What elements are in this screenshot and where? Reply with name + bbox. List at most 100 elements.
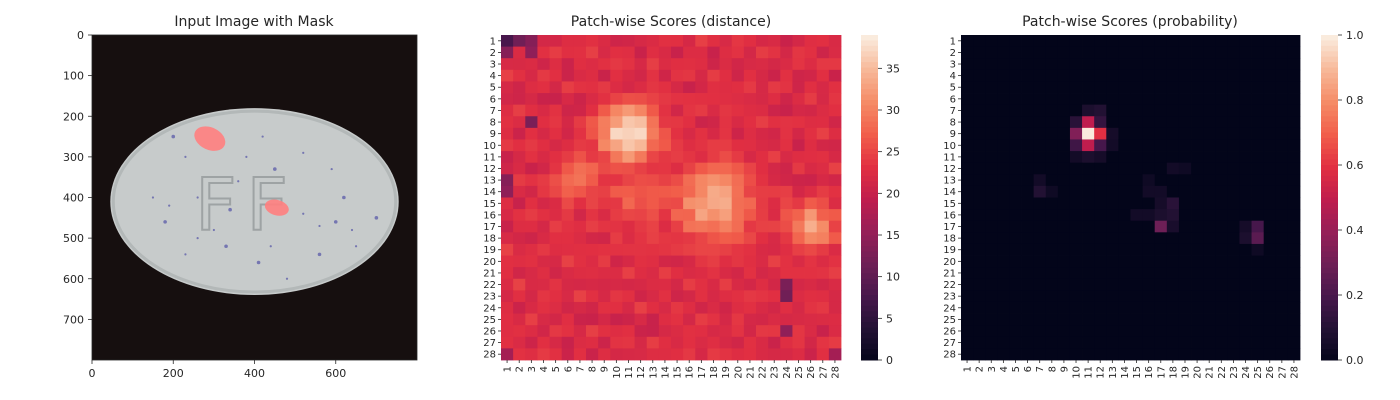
heatmap-cell xyxy=(634,325,648,338)
heatmap-cell xyxy=(731,243,745,256)
heatmap-cell xyxy=(525,197,538,210)
heatmap-cell xyxy=(1021,185,1035,198)
heatmap-cell xyxy=(1287,35,1301,48)
heatmap-cell xyxy=(598,278,611,291)
heatmap-cell xyxy=(731,278,745,291)
heatmap-cell xyxy=(1082,348,1095,361)
heatmap-cell xyxy=(513,162,526,175)
heatmap-cell xyxy=(1021,336,1035,349)
heatmap-cell xyxy=(537,93,550,106)
heatmap-cell xyxy=(1130,127,1144,140)
heatmap-cell xyxy=(573,58,587,71)
heatmap-cell xyxy=(1275,290,1289,303)
heatmap-cell xyxy=(707,336,720,349)
heatmap-cell xyxy=(695,255,708,268)
heatmap-cell xyxy=(1021,116,1035,129)
heatmap-cell xyxy=(973,69,986,82)
heatmap-cell xyxy=(1263,116,1277,129)
x-tick-label: 15 xyxy=(673,366,684,379)
heatmap-cell xyxy=(598,127,611,140)
heatmap-cell xyxy=(1178,301,1192,314)
heatmap-cell xyxy=(997,93,1010,106)
heatmap-cell xyxy=(1215,301,1228,314)
heatmap-cell xyxy=(1057,58,1071,71)
speckle xyxy=(330,167,333,171)
heatmap-cell xyxy=(780,209,793,222)
heatmap-cell xyxy=(1118,325,1131,338)
y-tick-label: 22 xyxy=(943,280,956,291)
heatmap-cell xyxy=(804,174,818,187)
colorbar-segment xyxy=(861,240,878,247)
colorbar-tick-label: 10 xyxy=(886,271,900,284)
heatmap-cell xyxy=(973,232,986,245)
heatmap-cell xyxy=(1287,46,1301,59)
heatmap-cell xyxy=(1191,127,1204,140)
heatmap-cell xyxy=(1166,267,1180,280)
heatmap-cell xyxy=(1118,174,1131,187)
heatmap-cell xyxy=(731,301,745,314)
heatmap-cell xyxy=(622,255,635,268)
heatmap-cell xyxy=(1203,325,1216,338)
heatmap-cell xyxy=(598,35,611,48)
heatmap-cell xyxy=(1178,46,1192,59)
heatmap-cell xyxy=(1287,290,1301,303)
heatmap-cell xyxy=(743,197,757,210)
colorbar-segment xyxy=(861,89,878,96)
heatmap-cell xyxy=(1094,325,1107,338)
heatmap-cell xyxy=(973,197,986,210)
heatmap-cell xyxy=(622,162,635,175)
heatmap-cell xyxy=(1033,58,1047,71)
heatmap-cell xyxy=(1251,336,1265,349)
heatmap-cell xyxy=(1263,197,1277,210)
heatmap-cell xyxy=(610,278,623,291)
heatmap-cell xyxy=(1154,336,1168,349)
x-tick-label: 5 xyxy=(1011,366,1022,372)
heatmap-cell xyxy=(1094,243,1107,256)
heatmap-cell xyxy=(1251,35,1265,48)
heatmap-cell xyxy=(525,127,538,140)
heatmap-cell xyxy=(1263,255,1277,268)
heatmap-cell xyxy=(622,301,635,314)
colorbar-segment xyxy=(1321,311,1338,318)
heatmap-cell xyxy=(1239,104,1252,117)
heatmap-cell xyxy=(1203,185,1216,198)
heatmap-cell xyxy=(731,69,745,82)
heatmap-cell xyxy=(561,313,575,326)
heatmap-cell xyxy=(743,81,757,94)
heatmap-cell xyxy=(1009,116,1022,129)
panel-3-title: Patch-wise Scores (probability) xyxy=(1022,14,1238,30)
heatmap-cell xyxy=(549,58,563,71)
heatmap-cell xyxy=(695,209,708,222)
heatmap-cell xyxy=(731,151,745,164)
heatmap-cell xyxy=(634,185,648,198)
heatmap-cell xyxy=(1203,232,1216,245)
heatmap-cell xyxy=(634,267,648,280)
heatmap-cell xyxy=(501,301,514,314)
heatmap-cell xyxy=(1082,185,1095,198)
heatmap-cell xyxy=(961,197,974,210)
heatmap-cell xyxy=(768,81,781,94)
heatmap-cell xyxy=(683,255,696,268)
colorbar-segment xyxy=(1321,143,1338,150)
heatmap-cell xyxy=(1057,243,1071,256)
heatmap-cell xyxy=(1203,197,1216,210)
heatmap-cell xyxy=(1154,151,1168,164)
heatmap-cell xyxy=(1251,69,1265,82)
heatmap-cell xyxy=(1275,209,1289,222)
heatmap-cell xyxy=(1215,243,1228,256)
heatmap-cell xyxy=(671,313,684,326)
heatmap-cell xyxy=(1191,255,1204,268)
heatmap-cell xyxy=(1057,93,1071,106)
heatmap-cell xyxy=(1106,35,1119,48)
heatmap-cell xyxy=(1251,197,1265,210)
heatmap-cell xyxy=(1275,313,1289,326)
colorbar-segment xyxy=(1321,35,1338,41)
heatmap-cell xyxy=(1057,174,1071,187)
heatmap-cell xyxy=(743,209,757,222)
x-tick-label: 4 xyxy=(999,366,1010,372)
heatmap-cell xyxy=(561,336,575,349)
heatmap-cell xyxy=(997,151,1010,164)
heatmap-cell xyxy=(816,255,830,268)
heatmap-cell xyxy=(756,301,769,314)
